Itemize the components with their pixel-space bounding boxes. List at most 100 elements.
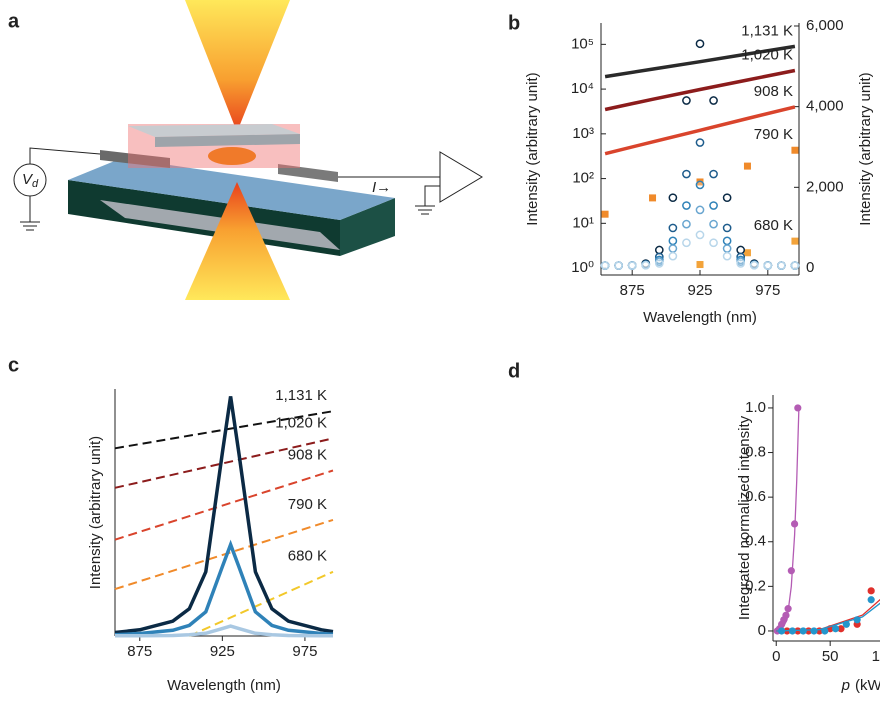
data-point [641, 260, 651, 270]
data-point [601, 210, 609, 218]
data-point [790, 261, 800, 270]
fit-line [776, 602, 880, 632]
x-tick-label: 100 [872, 648, 880, 665]
y-tick-label: 10² [572, 170, 594, 187]
series-label: 680 K [288, 548, 327, 565]
x-label-symbol: p [841, 677, 850, 694]
data-point [787, 567, 795, 575]
data-point [799, 627, 807, 635]
emitter [208, 147, 256, 165]
substrate-side [340, 198, 395, 256]
data-point [695, 205, 705, 215]
series-label: 1,131 K [741, 22, 793, 39]
data-point [696, 261, 704, 269]
series-label: 680 K [754, 217, 793, 234]
data-point [778, 627, 786, 635]
y2-tick-label: 6,000 [806, 17, 844, 34]
y-tick-label: 10⁰ [571, 259, 594, 276]
data-point [682, 169, 691, 179]
data-point [682, 201, 691, 210]
data-point [867, 587, 875, 595]
wire [424, 185, 440, 206]
data-point [709, 201, 718, 210]
source-label: V [22, 171, 34, 188]
data-point [837, 625, 845, 633]
series-label: 790 K [754, 126, 793, 143]
data-point [682, 96, 691, 105]
source-subscript: d [32, 178, 39, 190]
data-point [614, 261, 623, 270]
data-point [600, 261, 610, 270]
data-point [853, 616, 861, 624]
data-point [821, 627, 829, 635]
data-point [810, 627, 818, 635]
x-tick-label: 875 [127, 643, 152, 660]
data-point [722, 193, 732, 203]
x-tick-label: 975 [755, 282, 780, 299]
data-point [722, 244, 732, 253]
data-point [709, 96, 718, 105]
series-line [114, 410, 334, 450]
series-line [604, 44, 796, 79]
y-axis-label: Intensity (arbitrary unit) [87, 436, 104, 589]
data-point [790, 520, 799, 528]
data-point [709, 169, 718, 179]
panel-label: c [8, 354, 19, 376]
y2-tick-label: 4,000 [806, 98, 844, 115]
y-axis-label: Intensity (arbitrary unit) [524, 72, 541, 225]
fit-line [776, 598, 880, 632]
y2-axis-label: Intensity (arbitrary unit) [857, 72, 874, 225]
series-label: 908 K [754, 83, 793, 100]
series-line [114, 396, 334, 635]
data-point [791, 146, 799, 154]
fit-line [776, 407, 800, 632]
series-label: 908 K [288, 446, 327, 463]
data-point [791, 237, 799, 245]
x-tick-label: 0 [772, 648, 780, 665]
series-line [114, 437, 334, 489]
data-point [722, 223, 732, 233]
data-point [867, 596, 875, 604]
data-point [736, 245, 746, 255]
y-tick-label: 0.6 [745, 488, 766, 505]
y-tick-label: 0.4 [745, 533, 766, 550]
panel-label: d [508, 360, 520, 382]
data-point [831, 625, 840, 633]
contact [278, 164, 338, 182]
series-line [114, 518, 334, 591]
data-point [695, 230, 705, 240]
source-label: Vd [22, 171, 39, 190]
data-point [743, 249, 751, 257]
data-point [722, 236, 732, 246]
x-label-unit: (kW cm [855, 677, 880, 694]
series-line [188, 570, 334, 637]
data-point [736, 259, 746, 268]
data-point [695, 39, 705, 49]
x-tick-label: 925 [687, 282, 712, 299]
data-point [695, 180, 705, 190]
laser-beam [185, 0, 290, 132]
x-tick-label: 50 [822, 648, 839, 665]
data-point [842, 620, 850, 628]
data-point [654, 245, 664, 255]
series-label: 1,020 K [741, 46, 793, 63]
series-label: 1,131 K [275, 387, 327, 404]
data-point [722, 251, 732, 261]
data-point [668, 193, 678, 203]
y-tick-label: 0.2 [745, 577, 766, 594]
x-tick-label: 925 [210, 643, 235, 660]
y2-tick-label: 0 [806, 259, 814, 276]
data-point [749, 260, 759, 270]
series-line [604, 68, 796, 112]
x-tick-label: 975 [292, 643, 317, 660]
top-mirror [128, 124, 300, 137]
series-label: 1,020 K [275, 414, 327, 431]
oxide-layer [68, 158, 395, 220]
amplifier [439, 151, 483, 203]
x-axis-label: Wavelength (nm) [167, 677, 281, 694]
device-diagram: Vd I→ [13, 0, 483, 300]
y-tick-label: 10³ [572, 125, 594, 142]
y-tick-label: 0 [758, 622, 766, 639]
laser-beam [185, 182, 290, 300]
